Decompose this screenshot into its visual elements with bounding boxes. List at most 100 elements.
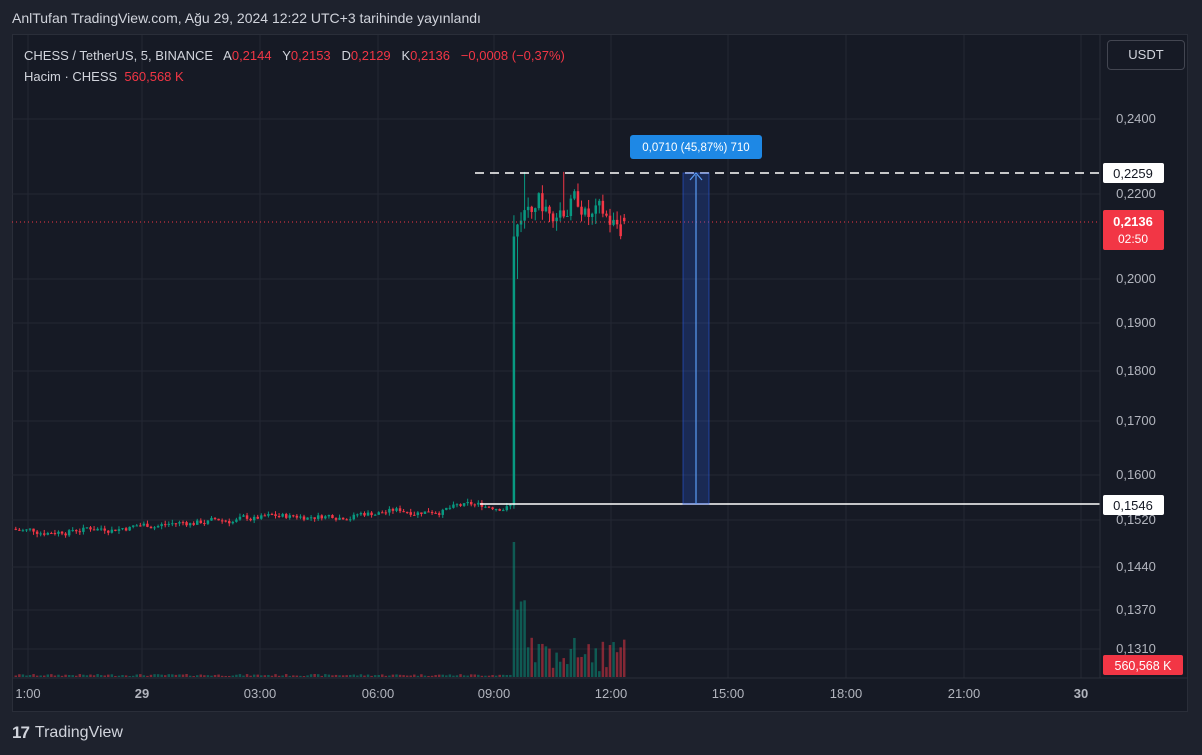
currency-button[interactable]: USDT — [1107, 40, 1185, 70]
candle-body — [60, 531, 64, 534]
candle-body — [67, 530, 71, 536]
volume-bar — [391, 674, 395, 677]
volume-bar — [427, 675, 430, 677]
candle-body — [213, 517, 217, 519]
candle-body — [242, 515, 245, 517]
measure-label: 0,0710 (45,87%) 710 — [642, 142, 749, 154]
candle-body — [370, 512, 373, 516]
candle-body — [99, 528, 103, 530]
candle-body — [299, 516, 302, 518]
volume-bar — [195, 675, 199, 677]
volume-bar — [434, 675, 437, 677]
x-tick-label: 12:00 — [595, 686, 628, 701]
volume-bar — [260, 675, 263, 677]
y-tick-label: 0,1310 — [1116, 641, 1156, 656]
y-tick-label: 0,1600 — [1116, 467, 1156, 482]
volume-bar — [455, 675, 459, 677]
candle-body — [423, 511, 427, 514]
candle-body — [555, 217, 558, 222]
volume-bar — [398, 674, 402, 677]
volume-bar — [622, 639, 626, 677]
volume-bar — [462, 675, 466, 677]
candle-body — [491, 507, 494, 510]
candle-body — [505, 506, 509, 511]
volume-bar — [598, 671, 601, 677]
candle-body — [220, 520, 224, 522]
candle-body — [501, 510, 505, 512]
candle-body — [356, 514, 359, 516]
x-tick-label: 18:00 — [830, 686, 863, 701]
candle-body — [252, 516, 256, 521]
chart-area[interactable] — [12, 34, 1188, 712]
volume-bar — [615, 652, 619, 677]
candle-body — [580, 206, 583, 215]
candle-body — [434, 512, 437, 514]
volume-bar — [388, 675, 391, 677]
candle-body — [228, 521, 231, 524]
candle-body — [459, 504, 462, 506]
volume-bar — [519, 601, 523, 677]
tradingview-logo[interactable]: 17 TradingView — [12, 723, 123, 743]
candle-body — [89, 527, 92, 530]
volume-bar — [341, 675, 345, 677]
volume-bar — [188, 675, 192, 677]
volume-bar — [231, 675, 235, 677]
candle-body — [373, 514, 377, 516]
volume-bar — [274, 674, 277, 677]
candle-body — [71, 530, 74, 532]
volume-bar — [89, 674, 92, 677]
volume-bar — [309, 674, 313, 677]
volume-bar — [142, 675, 146, 677]
volume-bar — [416, 675, 420, 677]
volume-bar — [558, 661, 562, 677]
candle-body — [42, 533, 46, 535]
volume-bar — [32, 674, 35, 677]
symbol-label[interactable]: CHESS / TetherUS, 5, BINANCE — [24, 48, 214, 63]
volume-bar — [352, 674, 356, 677]
x-tick-label: 06:00 — [362, 686, 395, 701]
volume-bar — [57, 674, 60, 677]
candle-body — [405, 511, 409, 513]
candle-body — [107, 530, 110, 533]
candle-body — [153, 527, 156, 529]
candle-body — [398, 508, 402, 512]
volume-bar — [594, 648, 598, 677]
volume-bar — [601, 641, 605, 677]
candle-body — [14, 528, 18, 530]
volume-bar — [576, 657, 580, 677]
time-axis-labels: 1:00 29 03:00 06:00 09:00 12:00 15:00 18:00 21:0… — [15, 686, 1088, 701]
volume-bar — [281, 675, 284, 677]
price-range-arrowhead — [689, 172, 703, 181]
candle-body — [238, 516, 242, 520]
candle-body — [448, 507, 452, 509]
candle-body — [587, 208, 590, 217]
candle-body — [103, 528, 106, 531]
candle-body — [427, 511, 430, 513]
candle-body — [75, 530, 78, 532]
x-tick-label: 21:00 — [948, 686, 981, 701]
x-tick-label: 15:00 — [712, 686, 745, 701]
volume-bar — [370, 675, 373, 677]
candle-body — [121, 528, 124, 530]
volume-bar — [267, 674, 270, 677]
last-price-marker-box — [1103, 210, 1164, 250]
volume-bar — [28, 675, 32, 677]
candle-body — [185, 522, 188, 526]
candle-body — [309, 517, 313, 519]
candle-body — [284, 514, 288, 518]
candle-body — [156, 526, 160, 528]
volume-label[interactable]: Hacim · CHESS — [24, 69, 118, 84]
candle-body — [235, 519, 238, 522]
volume-bar — [356, 675, 359, 677]
candle-body — [139, 525, 142, 527]
candle-body — [487, 506, 491, 508]
volume-bar — [302, 675, 306, 677]
candle-body — [188, 523, 192, 526]
x-tick-label: 30 — [1074, 686, 1088, 701]
candle-body — [302, 516, 306, 520]
volume-bar — [103, 675, 106, 677]
volume-bar — [466, 675, 469, 677]
measure-label-box — [630, 135, 762, 159]
candle-body — [341, 517, 345, 520]
